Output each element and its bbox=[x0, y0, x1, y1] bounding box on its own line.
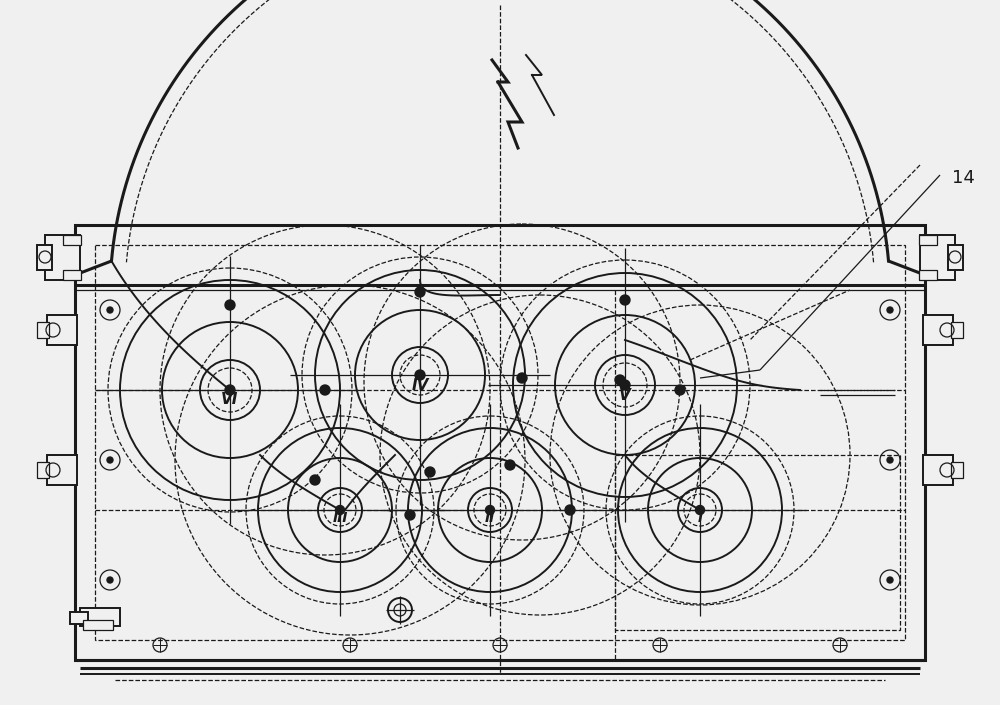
Text: 14: 14 bbox=[952, 169, 975, 187]
Text: VI: VI bbox=[221, 393, 239, 407]
Circle shape bbox=[887, 577, 893, 583]
Circle shape bbox=[620, 380, 630, 390]
Bar bbox=[919, 270, 937, 280]
Text: III: III bbox=[332, 511, 348, 525]
Bar bbox=[951, 462, 963, 478]
Circle shape bbox=[415, 287, 425, 297]
Circle shape bbox=[107, 577, 113, 583]
Text: V: V bbox=[619, 388, 631, 403]
Circle shape bbox=[620, 295, 630, 305]
Circle shape bbox=[415, 370, 425, 380]
Bar bbox=[37, 462, 49, 478]
Text: I: I bbox=[697, 511, 703, 525]
Bar bbox=[45, 235, 80, 280]
Circle shape bbox=[310, 475, 320, 485]
Circle shape bbox=[405, 510, 415, 520]
Circle shape bbox=[887, 307, 893, 313]
Bar bbox=[919, 235, 937, 245]
Bar bbox=[951, 322, 963, 338]
Bar bbox=[37, 245, 52, 270]
Circle shape bbox=[336, 505, 344, 515]
Circle shape bbox=[486, 505, 494, 515]
Bar bbox=[948, 245, 963, 270]
Bar bbox=[615, 455, 900, 630]
Circle shape bbox=[505, 460, 515, 470]
Circle shape bbox=[887, 457, 893, 463]
Bar bbox=[923, 455, 953, 485]
Circle shape bbox=[425, 467, 435, 477]
Bar bbox=[75, 225, 925, 660]
Bar bbox=[63, 270, 81, 280]
Bar bbox=[923, 315, 953, 345]
Bar bbox=[47, 455, 77, 485]
Text: IV: IV bbox=[411, 377, 429, 393]
Circle shape bbox=[517, 373, 527, 383]
Bar bbox=[37, 322, 49, 338]
Bar bbox=[920, 235, 955, 280]
Bar bbox=[70, 612, 88, 624]
Text: II: II bbox=[485, 511, 495, 525]
Bar bbox=[95, 245, 905, 640]
Circle shape bbox=[107, 457, 113, 463]
Circle shape bbox=[107, 307, 113, 313]
Circle shape bbox=[320, 385, 330, 395]
Circle shape bbox=[225, 385, 235, 395]
Bar bbox=[63, 235, 81, 245]
Circle shape bbox=[696, 505, 704, 515]
Circle shape bbox=[615, 375, 625, 385]
Bar bbox=[80, 608, 120, 626]
Circle shape bbox=[675, 385, 685, 395]
Bar bbox=[47, 315, 77, 345]
Bar bbox=[83, 620, 113, 630]
Circle shape bbox=[565, 505, 575, 515]
Circle shape bbox=[225, 300, 235, 310]
